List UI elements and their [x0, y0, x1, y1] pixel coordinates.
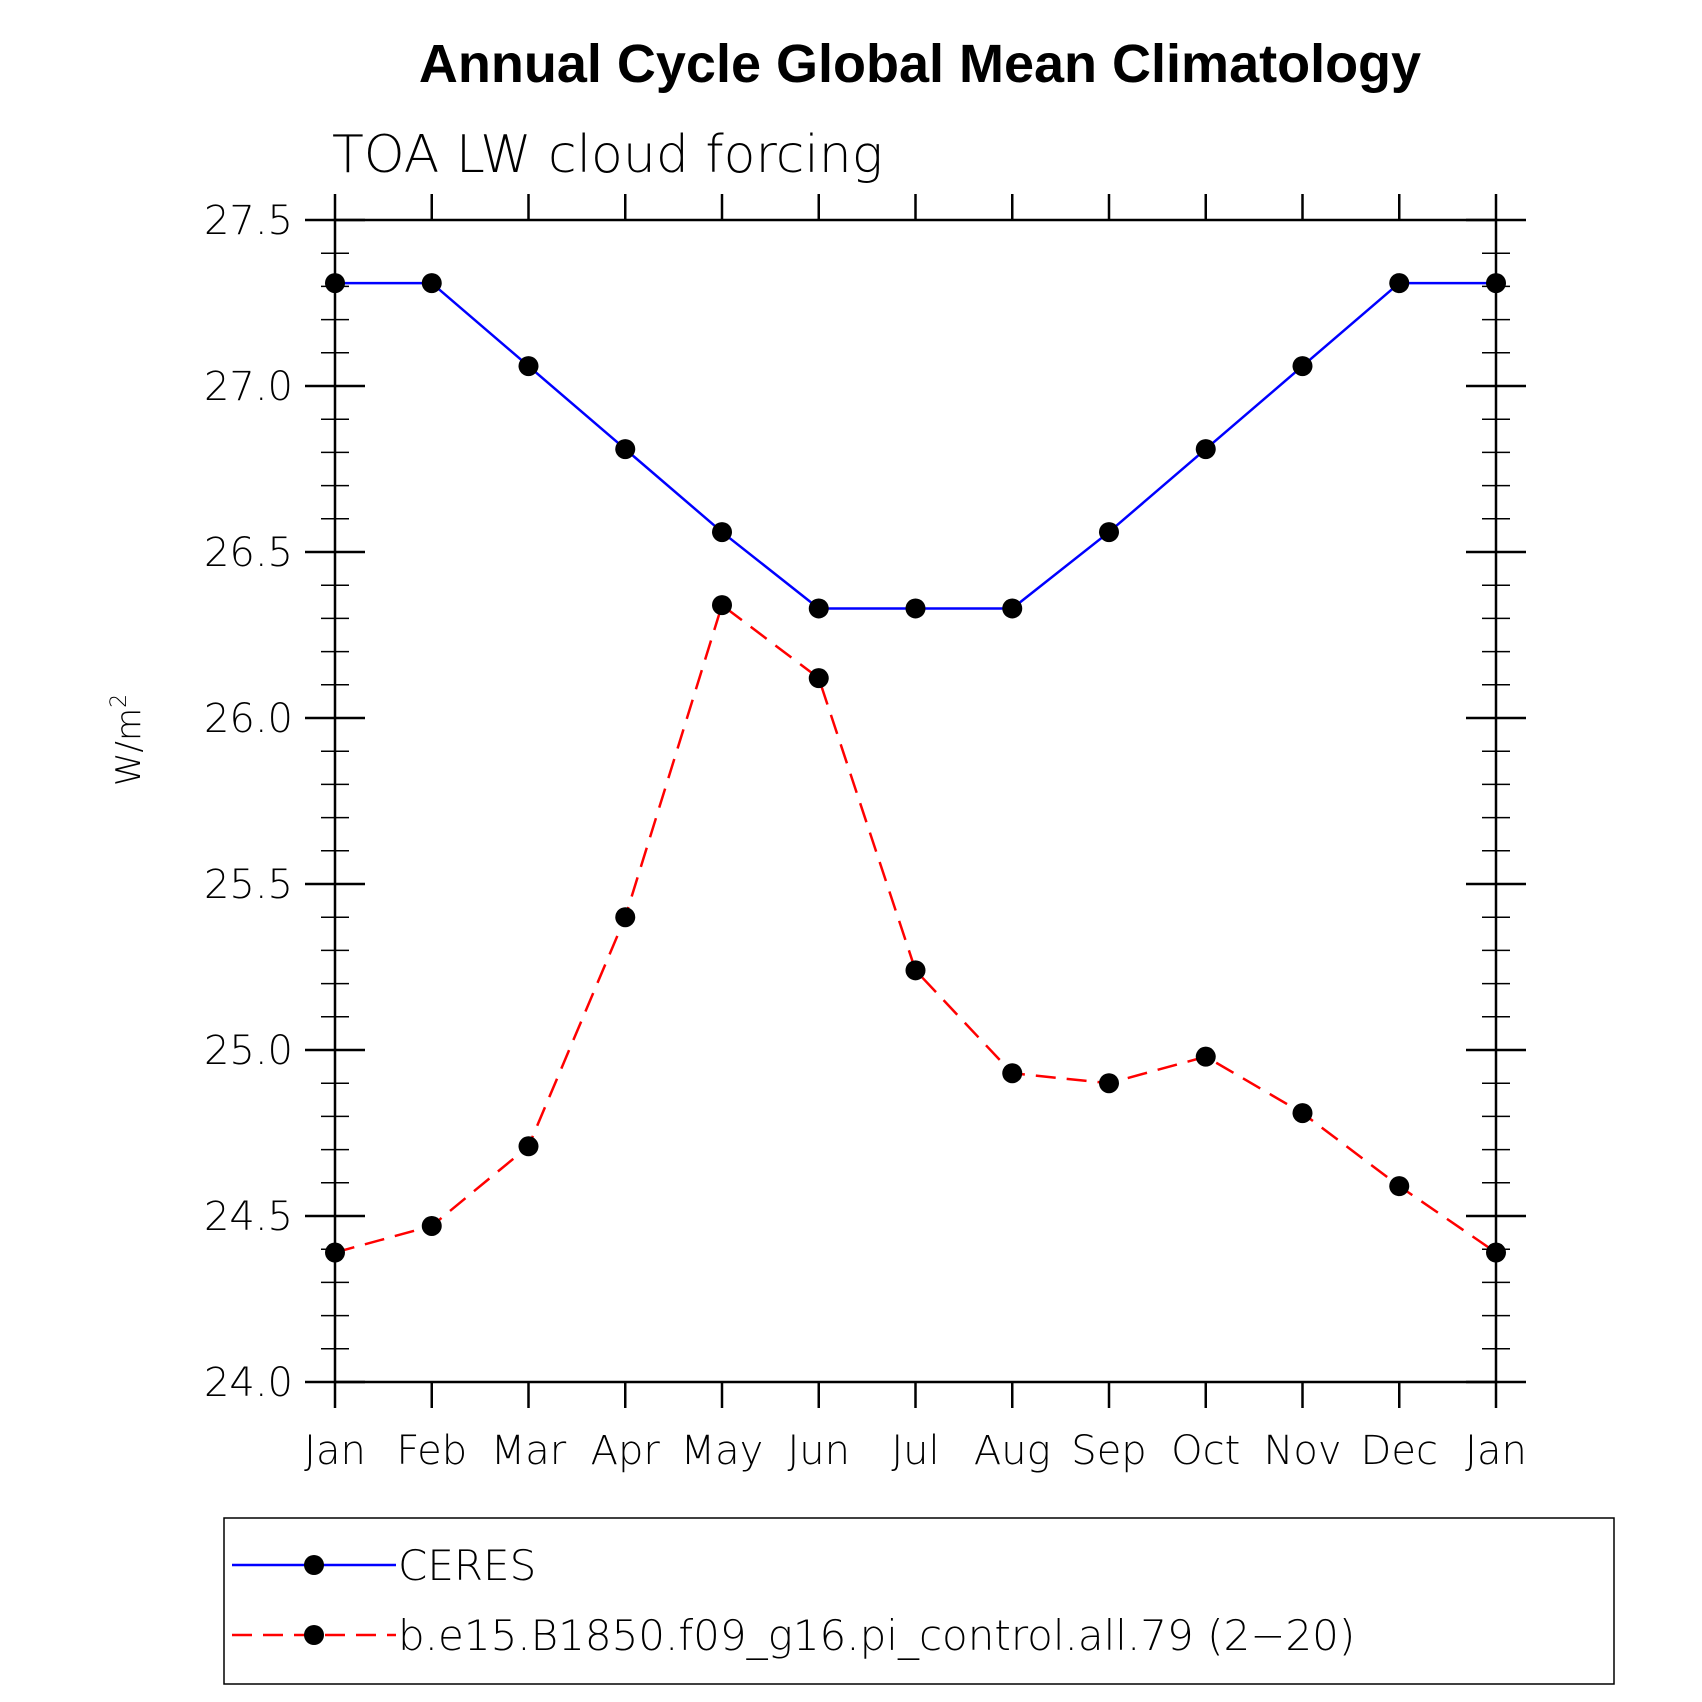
- y-tick-label: 27.0: [204, 364, 293, 410]
- y-tick-label: 25.0: [204, 1028, 293, 1074]
- x-tick-label: Dec: [1361, 1428, 1438, 1474]
- series-1-point: [421, 1215, 442, 1236]
- series-0-point: [808, 598, 829, 619]
- series-0-point: [615, 439, 636, 460]
- y-tick-label: 25.5: [204, 862, 293, 908]
- chart-title: Annual Cycle Global Mean Climatology: [419, 34, 1421, 94]
- legend-marker-1: [304, 1625, 324, 1645]
- series-layer: [325, 273, 1506, 1263]
- series-0-point: [1002, 598, 1023, 619]
- x-tick-label: Aug: [974, 1428, 1051, 1474]
- series-0-point: [518, 356, 539, 377]
- legend-marker-0: [304, 1555, 324, 1575]
- y-tick-label: 24.0: [204, 1360, 293, 1406]
- x-tick-label: Oct: [1171, 1428, 1240, 1474]
- series-1-point: [325, 1242, 345, 1263]
- x-tick-label: Feb: [396, 1428, 467, 1474]
- legend: CERES b.e15.B1850.f09_g16.pi_control.all.…: [223, 1517, 1615, 1685]
- series-1-point: [518, 1136, 539, 1157]
- series-0-point: [1292, 356, 1313, 377]
- series-1-point: [1002, 1063, 1023, 1084]
- x-tick-label: Jul: [891, 1428, 939, 1474]
- series-1-point: [712, 595, 732, 616]
- x-tick-label: Nov: [1263, 1428, 1341, 1474]
- y-axis-label-superscript: 2: [107, 694, 132, 708]
- series-line-1: [334, 603, 1497, 1254]
- legend-box: [223, 1517, 1615, 1685]
- series-0-point: [1099, 522, 1119, 543]
- series-0-point: [905, 598, 926, 619]
- series-0-point: [1195, 439, 1216, 460]
- series-0-point: [1486, 273, 1506, 294]
- y-tick-label: 24.5: [204, 1194, 293, 1240]
- series-1-point: [1486, 1242, 1506, 1263]
- x-tick-label: Mar: [491, 1428, 567, 1474]
- y-axis-label: W/m2: [107, 694, 149, 786]
- plot-frame: [333, 218, 1498, 1384]
- axes: Jan Feb Mar Apr May Jun Jul Aug Sep Oct Nov Dec Jan2…: [204, 194, 1527, 1474]
- series-1-point: [905, 960, 926, 981]
- series-0-point: [712, 522, 732, 543]
- series-line-0: [335, 281, 1496, 610]
- chart-subtitle: TOA LW cloud forcing: [332, 125, 883, 185]
- series-0-point: [421, 273, 442, 294]
- series-1-point: [1099, 1073, 1119, 1094]
- y-tick-label: 26.0: [204, 696, 293, 742]
- x-tick-label: Jun: [788, 1428, 851, 1474]
- series-1-point: [1389, 1176, 1410, 1197]
- x-tick-label: Apr: [591, 1428, 661, 1474]
- series-1-point: [615, 907, 636, 928]
- series-1-point: [1195, 1046, 1216, 1067]
- y-axis-label-text: W/m: [109, 708, 149, 786]
- y-tick-label: 26.5: [204, 530, 293, 576]
- y-tick-label: 27.5: [204, 198, 293, 244]
- series-0-point: [325, 273, 345, 294]
- x-tick-label: Jan: [1465, 1428, 1527, 1474]
- series-1-point: [1292, 1103, 1313, 1124]
- legend-label-1: b.e15.B1850.f09_g16.pi_control.all.79 (2…: [398, 1611, 1355, 1660]
- x-tick-label: Jan: [304, 1428, 366, 1474]
- legend-label-0: CERES: [398, 1541, 536, 1590]
- x-tick-label: Sep: [1071, 1428, 1146, 1474]
- series-0-point: [1389, 273, 1410, 294]
- series-1-point: [808, 668, 829, 689]
- x-tick-label: May: [681, 1428, 764, 1474]
